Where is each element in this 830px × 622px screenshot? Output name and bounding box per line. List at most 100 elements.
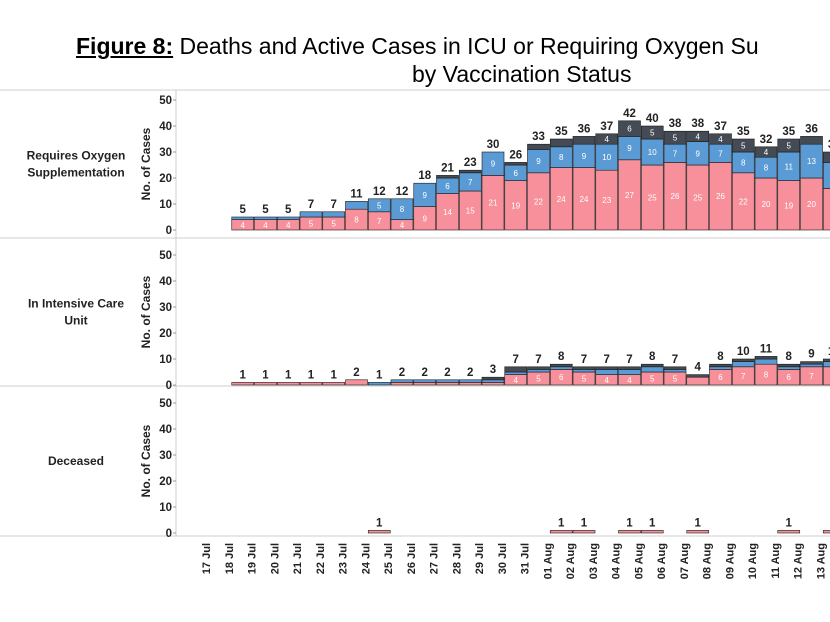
bar-segment-unvaccinated (299, 382, 323, 386)
bar-segment-partial (390, 198, 414, 220)
y-tick-label: 10 (159, 354, 172, 366)
bar-total-label: 33 (532, 131, 545, 143)
bar-total-label: 5 (240, 204, 247, 216)
bar-segment-label: 5 (309, 220, 314, 229)
bar-segment-fully-vaccinated (618, 366, 641, 370)
x-tick-label: 04 Aug (611, 543, 623, 579)
x-tick-label: 29 Jul (474, 543, 486, 574)
y-tick-label: 40 (159, 424, 172, 436)
bar-segment-fully-vaccinated (595, 366, 619, 370)
bar-segment-label: 8 (559, 153, 564, 162)
x-tick-label: 21 Jul (292, 543, 304, 574)
bar-segment-label: 25 (648, 194, 657, 203)
x-tick-label: 31 Jul (520, 543, 532, 574)
panel-label: In Intensive Care (28, 297, 124, 311)
bar-segment-label: 22 (534, 197, 543, 206)
y-tick-label: 20 (159, 328, 172, 340)
y-axis-title: No. of Cases (139, 275, 153, 348)
bar-segment-fully-vaccinated (731, 358, 755, 362)
x-tick-label: 09 Aug (724, 543, 736, 579)
bar-segment-fully-vaccinated (709, 363, 732, 368)
bar-total-label: 2 (467, 367, 473, 379)
bar-total-label: 1 (331, 369, 338, 381)
bar-total-label: 1 (786, 517, 793, 529)
bar-segment-label: 5 (332, 220, 337, 229)
bar-total-label: 35 (555, 126, 568, 138)
bar-total-label: 2 (353, 367, 359, 379)
x-tick-label: 20 Jul (269, 543, 281, 574)
panel-label: Requires Oxygen (27, 149, 126, 163)
bar-segment-label: 4 (627, 376, 632, 385)
bar-segment-fully-vaccinated (458, 169, 482, 174)
bar-segment-unvaccinated (367, 530, 391, 534)
bar-segment-label: 26 (671, 192, 680, 201)
bar-total-label: 9 (808, 349, 814, 361)
bar-segment-label: 5 (377, 201, 382, 210)
bar-total-label: 5 (285, 204, 292, 216)
bar-segment-fully-vaccinated (686, 374, 710, 378)
bar-segment-unvaccinated (822, 366, 830, 386)
bar-segment-fully-vaccinated (572, 136, 596, 145)
bar-segment-fully-vaccinated (618, 120, 641, 137)
bar-total-label: 11 (760, 343, 773, 355)
bar-total-label: 7 (513, 354, 519, 366)
bar-total-label: 1 (626, 517, 633, 529)
bar-segment-unvaccinated (390, 382, 414, 386)
bar-total-label: 1 (262, 369, 269, 381)
bar-segment-label: 8 (400, 205, 405, 214)
bar-segment-label: 5 (787, 142, 792, 151)
bar-segment-partial (595, 369, 619, 375)
bar-total-label: 7 (604, 354, 610, 366)
bar-total-label: 18 (418, 170, 431, 182)
bar-segment-partial (413, 379, 437, 383)
bar-segment-fully-vaccinated (504, 162, 528, 166)
x-tick-label: 28 Jul (451, 543, 463, 574)
bar-total-label: 8 (649, 351, 656, 363)
y-tick-label: 0 (166, 380, 172, 392)
bar-segment-label: 23 (602, 196, 611, 205)
bar-segment-label: 4 (718, 135, 723, 144)
bar-total-label: 7 (581, 354, 587, 366)
bar-segment-label: 7 (377, 217, 382, 226)
bar-total-label: 7 (672, 354, 678, 366)
bar-segment-partial (481, 379, 505, 383)
bar-segment-partial (367, 198, 391, 213)
bar-segment-label: 4 (605, 135, 610, 144)
bar-segment-label: 9 (582, 152, 587, 161)
bar-total-label: 2 (399, 367, 405, 379)
bar-total-label: 8 (558, 351, 565, 363)
bar-segment-partial (754, 358, 778, 365)
bar-segment-fully-vaccinated (663, 130, 687, 145)
bar-segment-partial (822, 361, 830, 368)
bar-segment-fully-vaccinated (686, 130, 710, 142)
bar-segment-fully-vaccinated (572, 366, 596, 370)
bar-segment-fully-vaccinated (527, 143, 550, 150)
bar-total-label: 35 (782, 126, 795, 138)
bar-segment-label: 21 (489, 199, 498, 208)
bar-segment-fully-vaccinated (504, 366, 528, 373)
x-tick-label: 18 Jul (224, 543, 236, 574)
bar-segment-partial (254, 216, 277, 220)
x-tick-label: 06 Aug (656, 543, 668, 579)
bar-segment-label: 9 (423, 191, 428, 200)
y-axis-title: No. of Cases (139, 127, 153, 200)
y-tick-label: 50 (159, 398, 172, 410)
bar-segment-fully-vaccinated (640, 363, 664, 368)
bar-total-label: 42 (623, 108, 636, 120)
panel-label: Supplementation (27, 166, 124, 180)
bar-total-label: 30 (828, 139, 830, 151)
y-tick-label: 40 (159, 276, 172, 288)
y-tick-label: 20 (159, 173, 172, 185)
bar-segment-unvaccinated (618, 530, 641, 534)
bar-segment-label: 6 (445, 182, 450, 191)
bar-total-label: 5 (262, 204, 269, 216)
bar-segment-partial (345, 201, 368, 210)
bar-total-label: 26 (509, 149, 522, 161)
y-tick-label: 30 (159, 147, 172, 159)
bar-total-label: 38 (691, 118, 704, 130)
bar-segment-unvaccinated (345, 379, 368, 386)
bar-segment-label: 11 (785, 162, 794, 171)
bar-total-label: 7 (308, 199, 314, 211)
bar-total-label: 12 (373, 186, 386, 198)
bar-segment-label: 13 (807, 157, 816, 166)
